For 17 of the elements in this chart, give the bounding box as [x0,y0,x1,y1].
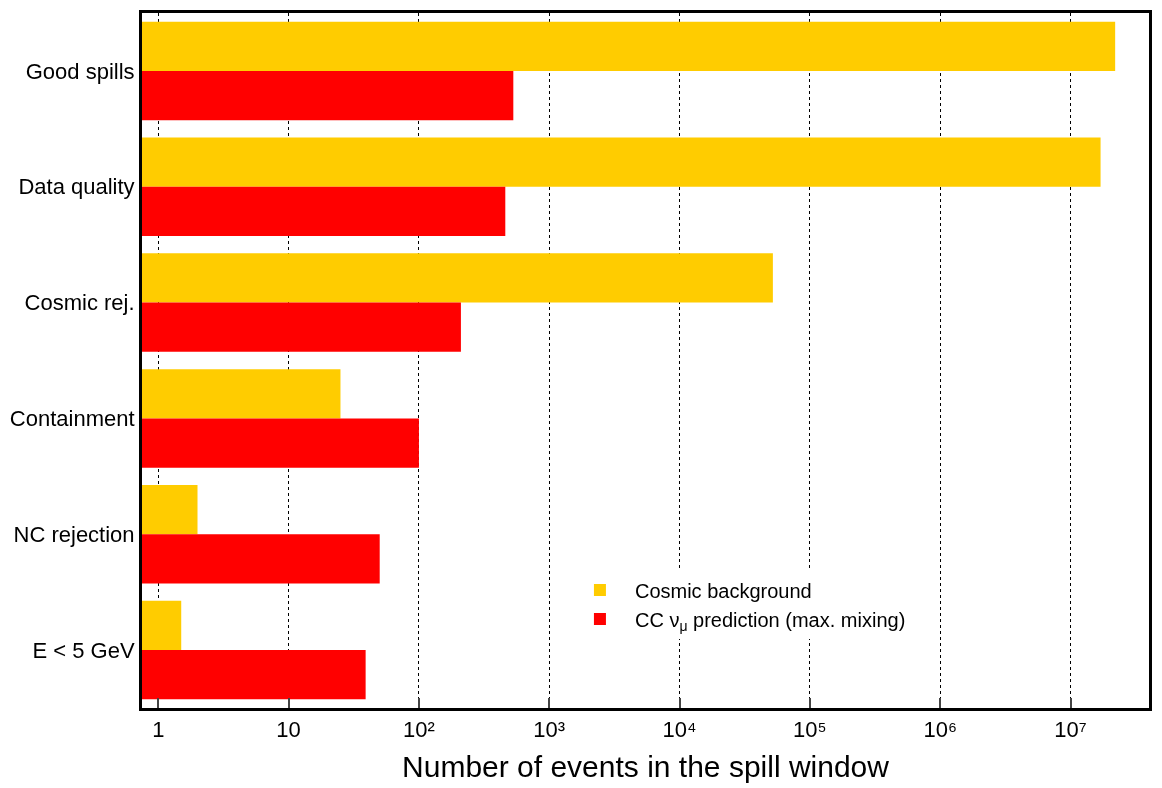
x-tick-label: 10² [403,717,435,743]
y-tick-label: Data quality [18,174,135,200]
x-tick-label: 10⁴ [662,717,697,743]
y-tick-label: Containment [9,406,135,432]
x-tick-label: 10 [276,717,301,743]
x-tick-label: 10⁷ [1054,717,1087,743]
y-tick-label: Cosmic rej. [24,290,135,316]
y-tick-label: E < 5 GeV [32,637,135,663]
x-axis-title: Number of events in the spill window [402,749,890,783]
x-tick-label: 1 [152,717,165,743]
legend-label: CC ν$_{μ}$ prediction (max. mixing) [634,608,906,634]
y-tick-label: NC rejection [13,521,135,547]
legend-label: Cosmic background [634,579,812,602]
x-tick-label: 10³ [533,717,566,743]
x-tick-label: 10⁵ [793,717,827,743]
y-tick-label: Good spills [25,58,135,84]
x-tick-label: 10⁶ [923,717,957,743]
